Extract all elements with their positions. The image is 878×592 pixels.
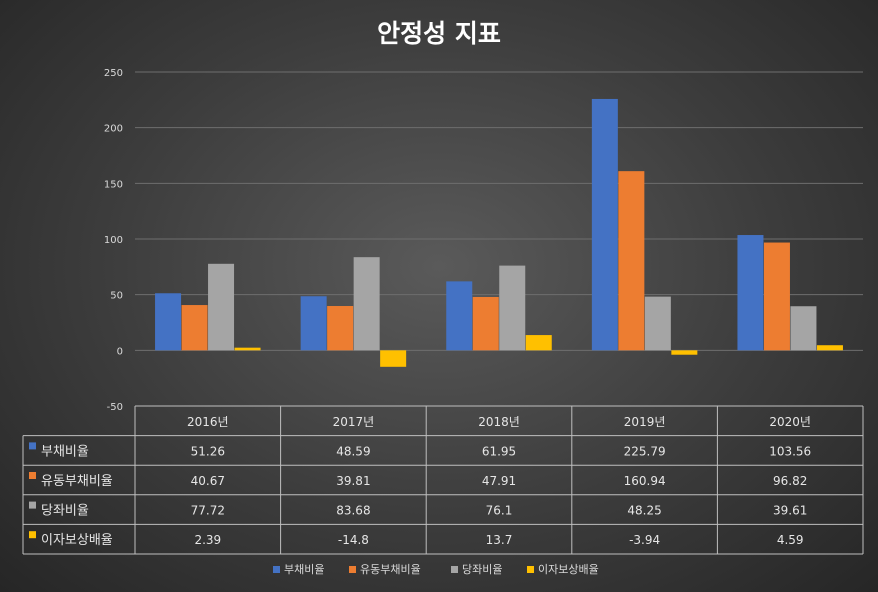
bar-2-4 [618, 171, 645, 351]
bar-3-4 [644, 296, 671, 351]
legend-label: 유동부채비율 [360, 563, 421, 576]
legend-key [451, 566, 458, 573]
table-cell: 76.1 [486, 504, 513, 518]
y-tick-label: 200 [104, 124, 123, 135]
bar-1-1 [155, 293, 182, 351]
table-cell: 4.59 [777, 533, 804, 547]
y-tick-label: 0 [117, 346, 123, 357]
bar-2-5 [763, 242, 790, 351]
table-cell: 103.56 [769, 444, 811, 458]
table-legend-key [29, 442, 36, 450]
table-row-label: 당좌비율 [41, 504, 89, 519]
table-cell: 2.39 [194, 533, 221, 547]
y-tick-label: 50 [110, 291, 123, 302]
bar-4-3 [525, 335, 552, 351]
table-cell: 13.7 [486, 533, 513, 547]
table-cell: 160.94 [624, 474, 666, 488]
bar-4-5 [816, 345, 843, 351]
bar-4-4 [671, 350, 698, 355]
y-tick-label: 150 [104, 179, 123, 190]
legend-key [273, 566, 280, 573]
bar-1-4 [591, 98, 618, 351]
table-row-label: 부채비율 [41, 444, 89, 459]
table-cell: 225.79 [624, 444, 666, 458]
table-cell: 51.26 [191, 444, 225, 458]
table-cell: 83.68 [336, 504, 370, 518]
chart-title: 안정성 지표 [377, 19, 501, 48]
table-cell: 77.72 [191, 504, 225, 518]
table-cell: 48.25 [627, 504, 661, 518]
table-cell: 61.95 [482, 444, 516, 458]
table-header-cell: 2016년 [187, 415, 229, 429]
table-cell: 47.91 [482, 474, 516, 488]
table-legend-key [29, 501, 36, 509]
y-tick-label: -50 [107, 402, 123, 413]
legend-key [527, 566, 534, 573]
gridlines [135, 71, 863, 351]
bar-2-1 [181, 305, 208, 351]
y-tick-label: 100 [104, 235, 123, 246]
bars [155, 98, 843, 367]
legend-label: 부채비율 [284, 563, 324, 576]
table-row-label: 유동부채비율 [41, 474, 113, 489]
table-cell: 39.81 [336, 474, 370, 488]
bar-3-1 [208, 263, 235, 351]
y-axis: 250 200 150 100 50 0 -50 [104, 68, 123, 413]
bar-1-2 [300, 296, 327, 351]
table-row-label: 이자보상배율 [41, 533, 113, 548]
bar-4-2 [380, 350, 407, 367]
bar-3-3 [499, 265, 526, 351]
y-tick-label: 250 [104, 68, 123, 79]
bar-1-5 [737, 235, 764, 351]
legend: 부채비율 유동부채비율 당좌비율 이자보상배율 [273, 563, 599, 576]
table-cell: 40.67 [191, 474, 225, 488]
legend-label: 이자보상배율 [538, 563, 599, 576]
table-cell: 48.59 [336, 444, 370, 458]
legend-key [349, 566, 356, 573]
bar-2-2 [327, 306, 354, 351]
table-legend-key [29, 531, 36, 539]
bar-4-1 [234, 347, 261, 351]
bar-3-5 [790, 306, 817, 351]
table-header-cell: 2018년 [478, 415, 520, 429]
table-header-cell: 2020년 [769, 415, 811, 429]
table-cell: -14.8 [338, 533, 369, 547]
legend-label: 당좌비율 [462, 563, 502, 576]
table-header-cell: 2019년 [624, 415, 666, 429]
bar-1-3 [446, 281, 473, 351]
table-header-cell: 2017년 [333, 415, 375, 429]
table-cell: -3.94 [629, 533, 660, 547]
table-cell: 39.61 [773, 504, 807, 518]
table-legend-key [29, 472, 36, 479]
bar-3-2 [353, 257, 380, 351]
table-cell: 96.82 [773, 474, 807, 488]
bar-2-3 [472, 296, 499, 351]
